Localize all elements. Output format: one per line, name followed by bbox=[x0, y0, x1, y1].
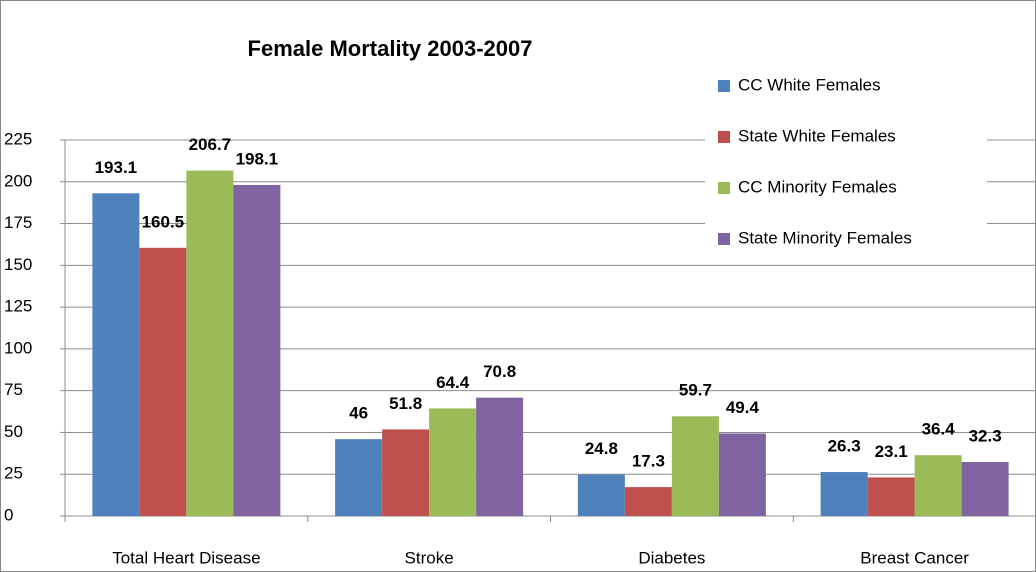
y-tick-label: 225 bbox=[4, 129, 32, 148]
data-label: 160.5 bbox=[142, 212, 185, 231]
data-label: 49.4 bbox=[726, 398, 760, 417]
chart-title: Female Mortality 2003-2007 bbox=[248, 36, 533, 61]
legend-marker bbox=[718, 182, 730, 194]
x-tick-label: Stroke bbox=[405, 548, 454, 567]
bar bbox=[671, 416, 719, 516]
data-label: 70.8 bbox=[483, 362, 516, 381]
data-label: 17.3 bbox=[632, 452, 665, 471]
y-tick-label: 200 bbox=[4, 171, 32, 190]
data-label: 24.8 bbox=[585, 439, 618, 458]
bar bbox=[335, 439, 383, 516]
data-label: 23.1 bbox=[875, 442, 908, 461]
legend-box bbox=[705, 65, 987, 257]
data-label: 32.3 bbox=[969, 427, 1002, 446]
y-tick-label: 175 bbox=[4, 213, 32, 232]
y-tick-label: 50 bbox=[4, 422, 23, 441]
bar bbox=[961, 462, 1009, 516]
data-label: 193.1 bbox=[95, 158, 138, 177]
legend-marker bbox=[718, 80, 730, 92]
x-tick-label: Breast Cancer bbox=[860, 548, 969, 567]
y-tick-label: 25 bbox=[4, 464, 23, 483]
data-label: 59.7 bbox=[679, 381, 712, 400]
data-label: 51.8 bbox=[389, 394, 422, 413]
bar bbox=[382, 429, 430, 516]
bar bbox=[914, 455, 962, 516]
x-tick-label: Diabetes bbox=[638, 548, 705, 567]
y-tick-label: 75 bbox=[4, 380, 23, 399]
y-tick-label: 150 bbox=[4, 255, 32, 274]
bar bbox=[577, 474, 625, 516]
data-label: 64.4 bbox=[436, 373, 470, 392]
legend-label: State White Females bbox=[738, 126, 896, 145]
data-label: 46 bbox=[349, 404, 368, 423]
bar bbox=[820, 472, 868, 516]
bar bbox=[476, 397, 524, 516]
bar bbox=[233, 184, 281, 517]
bar bbox=[186, 170, 234, 516]
bar bbox=[429, 408, 477, 516]
bar bbox=[624, 487, 672, 516]
y-tick-label: 0 bbox=[4, 505, 13, 524]
bar bbox=[139, 247, 187, 516]
data-label: 198.1 bbox=[236, 149, 279, 168]
data-label: 26.3 bbox=[828, 437, 861, 456]
legend-marker bbox=[718, 233, 730, 245]
y-tick-label: 125 bbox=[4, 297, 32, 316]
y-tick-label: 100 bbox=[4, 338, 32, 357]
legend-label: CC Minority Females bbox=[738, 177, 897, 196]
legend-label: State Minority Females bbox=[738, 228, 912, 247]
data-label: 36.4 bbox=[922, 420, 956, 439]
legend-label: CC White Females bbox=[738, 75, 881, 94]
bar bbox=[92, 193, 140, 516]
bar bbox=[718, 433, 766, 516]
x-tick-label: Total Heart Disease bbox=[112, 548, 260, 567]
bar bbox=[867, 477, 915, 516]
legend-marker bbox=[718, 131, 730, 143]
data-label: 206.7 bbox=[189, 135, 232, 154]
